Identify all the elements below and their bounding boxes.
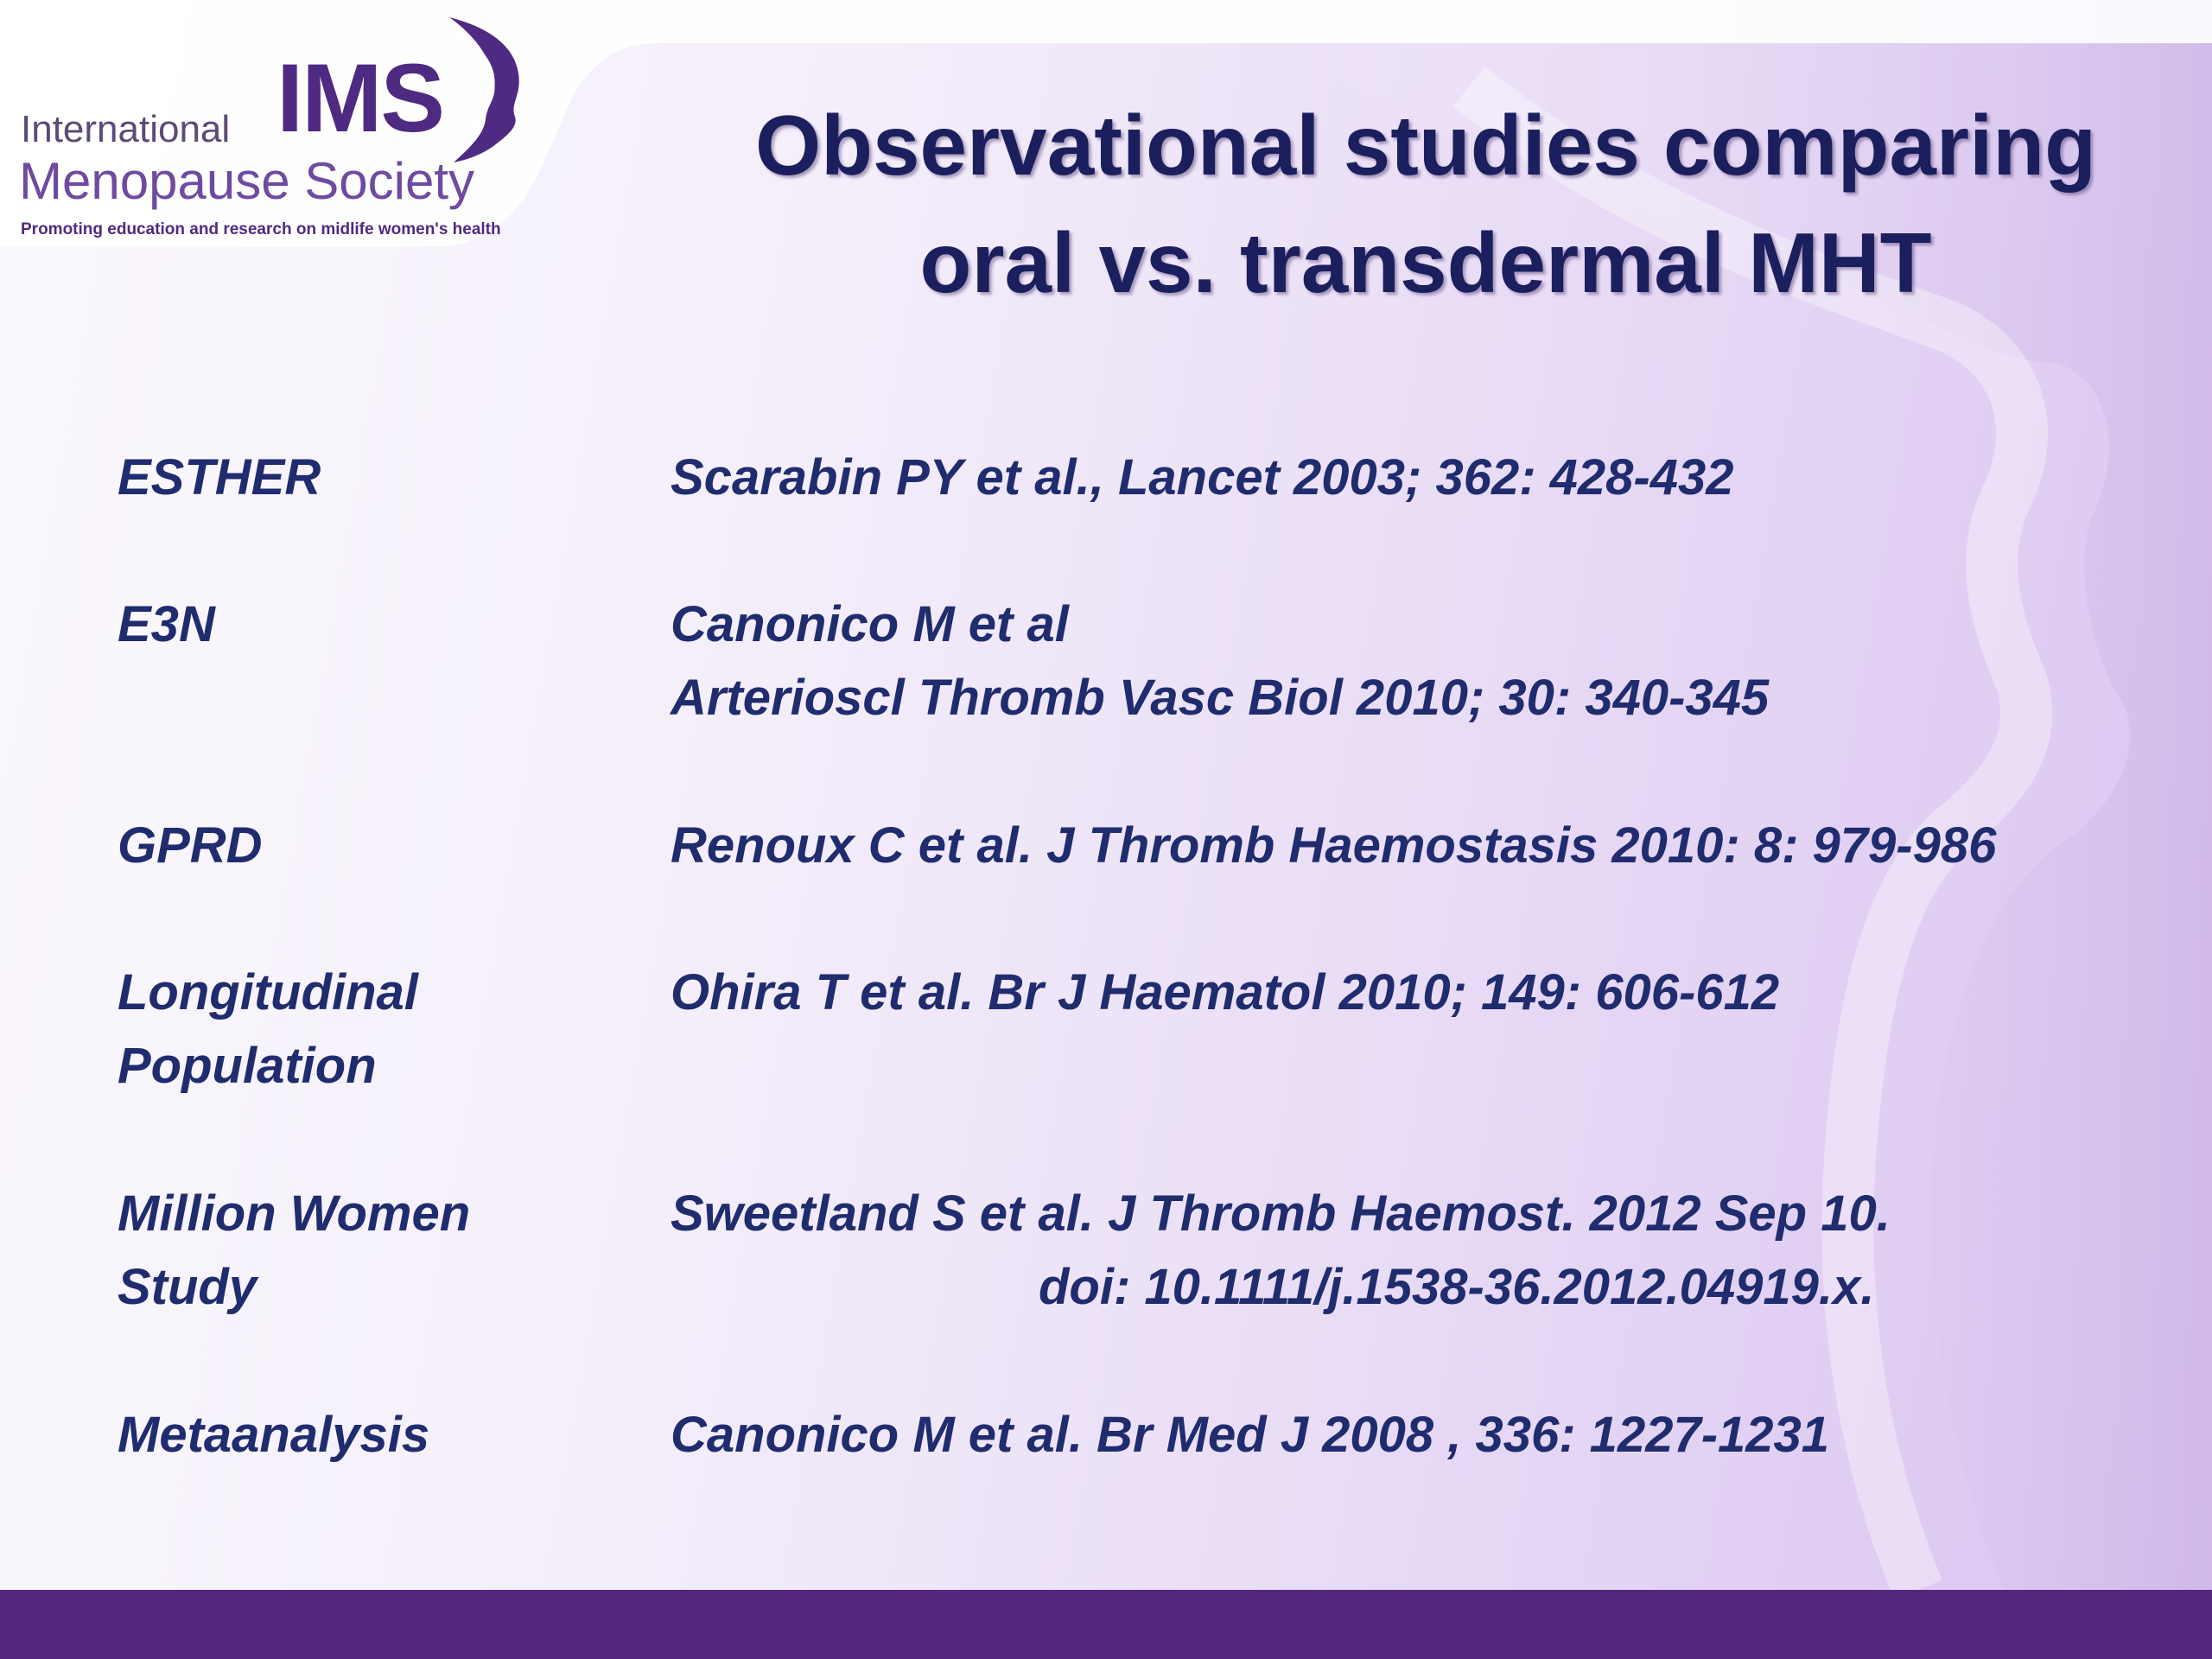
slide-title-line1: Observational studies comparing [754, 98, 2097, 193]
slide-title-line2: oral vs. transdermal MHT [919, 215, 1932, 310]
citation-line: Scarabin PY et al., Lancet 2003; 362: 42… [671, 449, 1734, 505]
logo-line-international: International [21, 108, 231, 150]
footer-bar [0, 1590, 2212, 1659]
slide-title: Observational studies comparing oral vs.… [709, 86, 2143, 321]
citation-line: Canonico M et al [671, 596, 1069, 652]
citation-line-2: Arterioscl Thromb Vasc Biol 2010; 30: 34… [671, 670, 1770, 726]
study-name: Metaanalysis [118, 1407, 430, 1463]
citation: Canonico M et al. Br Med J 2008 , 336: 1… [671, 1398, 2105, 1471]
header-band [0, 0, 2212, 259]
study-name: Longitudinal Population [118, 964, 418, 1094]
citation-line: Ohira T et al. Br J Haematol 2010; 149: … [671, 964, 1780, 1020]
logo-backdrop [0, 0, 2212, 246]
citation-line: Renoux C et al. J Thromb Haemostasis 201… [671, 817, 1997, 874]
logo-line-society: Menopause Society [19, 152, 474, 210]
logo-acronym: IMS [276, 44, 445, 152]
study-name: GPRD [118, 817, 263, 874]
citation: Scarabin PY et al., Lancet 2003; 362: 42… [671, 441, 2105, 514]
study-name: Million Women Study [118, 1185, 471, 1315]
logo-tagline: Promoting education and research on midl… [21, 220, 501, 238]
profile-head-icon [449, 17, 519, 162]
citation-line-2: doi: 10.1111/j.1538-36.2012.04919.x. [1039, 1259, 1875, 1315]
citation-line: Canonico M et al. Br Med J 2008 , 336: 1… [671, 1407, 1830, 1463]
citation: Ohira T et al. Br J Haematol 2010; 149: … [671, 956, 2105, 1029]
citation: Renoux C et al. J Thromb Haemostasis 201… [671, 809, 2105, 882]
study-name: ESTHER [118, 449, 321, 505]
citation: Canonico M et al Arterioscl Thromb Vasc … [671, 588, 2105, 734]
citation-line: Sweetland S et al. J Thromb Haemost. 201… [671, 1185, 1891, 1242]
ims-logo: IMS International Menopause Society Prom… [17, 17, 536, 238]
citation: Sweetland S et al. J Thromb Haemost. 201… [671, 1177, 2105, 1324]
study-name: E3N [118, 596, 215, 652]
